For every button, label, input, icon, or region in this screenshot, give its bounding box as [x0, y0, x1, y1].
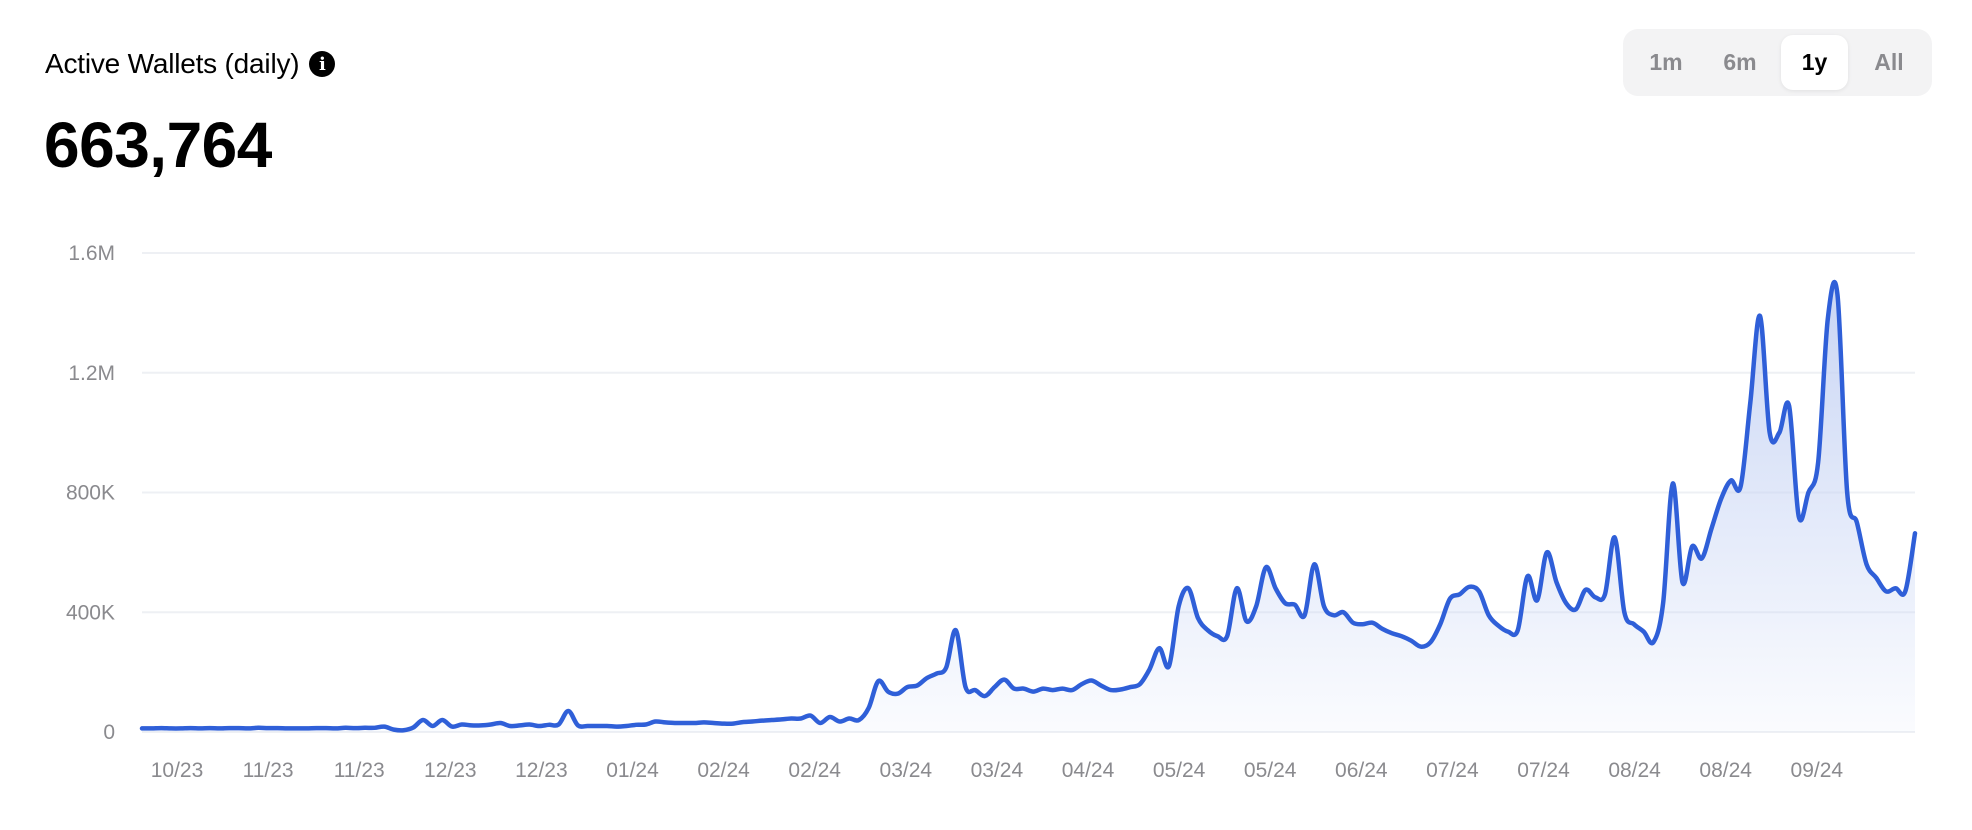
info-icon[interactable]: i: [309, 51, 336, 77]
x-tick-label: 11/23: [243, 759, 294, 782]
time-range-selector: 1m 6m 1y All: [1623, 29, 1932, 96]
x-tick-label: 05/24: [1153, 759, 1206, 782]
x-tick-label: 12/23: [515, 759, 568, 782]
x-tick-label: 10/23: [151, 759, 204, 782]
x-tick-label: 07/24: [1517, 759, 1570, 782]
x-tick-label: 03/24: [971, 759, 1024, 782]
y-axis: 0 400K 800K 1.2M 1.6M: [66, 242, 115, 744]
series-line: [139, 279, 1918, 733]
x-tick-label: 09/24: [1791, 759, 1844, 782]
y-tick-label: 400K: [66, 601, 115, 624]
range-1y-button[interactable]: 1y: [1781, 35, 1848, 90]
x-tick-label: 08/24: [1699, 759, 1752, 782]
series-area-fill: [142, 282, 1915, 732]
chart-title-text: Active Wallets (daily): [45, 48, 300, 79]
range-all-button[interactable]: All: [1874, 49, 1904, 75]
current-value: 663,764: [44, 109, 272, 181]
x-tick-label: 08/24: [1608, 759, 1661, 782]
x-axis: 10/23 11/23 11/23 12/23 12/23 01/24 02/24 02/24…: [151, 759, 1844, 782]
x-tick-label: 05/24: [1244, 759, 1297, 782]
y-tick-label: 0: [103, 721, 115, 744]
range-6m-button[interactable]: 6m: [1723, 49, 1757, 75]
x-tick-label: 03/24: [880, 759, 933, 782]
y-tick-label: 1.2M: [68, 362, 115, 385]
x-tick-label: 04/24: [1062, 759, 1115, 782]
x-tick-label: 06/24: [1335, 759, 1388, 782]
x-tick-label: 07/24: [1426, 759, 1479, 782]
range-1m-button[interactable]: 1m: [1649, 49, 1683, 75]
x-tick-label: 01/24: [606, 759, 659, 782]
x-tick-label: 02/24: [788, 759, 841, 782]
y-tick-label: 1.6M: [68, 242, 115, 265]
x-tick-label: 02/24: [697, 759, 750, 782]
y-tick-label: 800K: [66, 482, 115, 505]
chart-title: Active Wallets (daily) i: [45, 48, 336, 80]
x-tick-label: 11/23: [334, 759, 385, 782]
x-tick-label: 12/23: [424, 759, 477, 782]
